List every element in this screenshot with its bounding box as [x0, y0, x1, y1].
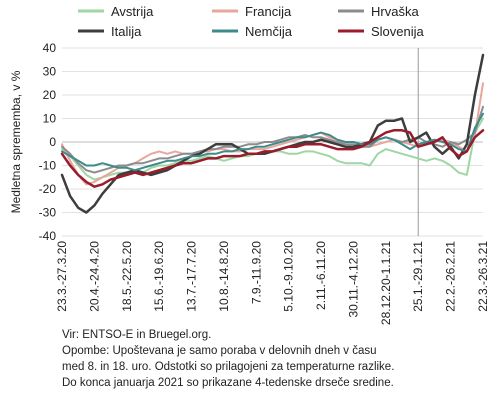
- series-line-1: [61, 82, 484, 186]
- legend-label: Italija: [111, 24, 142, 39]
- x-tick-label: 30.11.-4.12.20: [346, 241, 360, 318]
- y-axis-ticks: 40 30 20 10 0 -10 -20 -30 -40: [39, 41, 57, 243]
- x-tick-label: 20.4.-24.4.20: [87, 241, 101, 312]
- y-tick-label: -20: [39, 182, 57, 196]
- x-tick-label: 5.10.-9.10.20: [282, 241, 296, 312]
- notes-line-3: Do konca januarja 2021 so prikazane 4-te…: [62, 377, 394, 389]
- x-axis-ticks: 23.3.-27.3.20 20.4.-24.4.20 18.5.-22.5.20 1…: [55, 241, 490, 325]
- legend-item: Slovenija: [338, 24, 425, 39]
- legend-label: Nemčija: [245, 24, 293, 39]
- x-tick-label: 22.3.-26.3.21: [476, 241, 490, 312]
- x-tick-label: 2.11.-6.11.20: [314, 241, 328, 310]
- legend-label: Francija: [245, 4, 292, 19]
- y-tick-label: 30: [43, 65, 57, 79]
- x-tick-label: 25.1.-29.1.21: [411, 241, 425, 312]
- legend-item: Nemčija: [212, 24, 293, 39]
- y-tick-label: 20: [43, 88, 57, 102]
- notes-line-2: med 8. in 18. uro. Odstotki so prilagoje…: [62, 361, 395, 373]
- series-line-4: [61, 112, 484, 172]
- grid: [62, 47, 483, 237]
- x-tick-label: 22.2.-26.2.21: [444, 241, 458, 312]
- legend-label: Avstrija: [111, 4, 154, 19]
- x-tick-label: 23.3.-27.3.20: [55, 241, 69, 312]
- x-tick-label: 15.6.-19.6.20: [152, 241, 166, 312]
- series-line-5: [60, 129, 485, 188]
- chart: Avstrija Francija Hrvaška Italija Nemčija Slo…: [9, 4, 490, 325]
- legend-item: Avstrija: [78, 4, 154, 19]
- y-tick-label: 10: [43, 112, 57, 126]
- legend: Avstrija Francija Hrvaška Italija Nemčija Slo…: [78, 4, 425, 39]
- series-line-2: [61, 105, 484, 174]
- y-tick-label: -30: [39, 206, 57, 220]
- legend-label: Hrvaška: [371, 4, 419, 19]
- series-lines: [60, 53, 485, 214]
- legend-item: Francija: [212, 4, 292, 19]
- x-tick-label: 13.7.-17.7.20: [185, 241, 199, 312]
- legend-item: Hrvaška: [338, 4, 419, 19]
- y-axis-title: Medletna sprememba, v %: [9, 70, 23, 213]
- notes-line-1: Opombe: Upoštevana je samo poraba v delo…: [62, 345, 377, 357]
- x-tick-label: 7.9.-11.9.20: [249, 241, 263, 304]
- legend-label: Slovenija: [371, 24, 425, 39]
- notes: Vir: ENTSO-E in Bruegel.org. Opombe: Upo…: [62, 327, 487, 391]
- x-tick-label: 28.12.20-1.1.21: [379, 241, 393, 325]
- legend-item: Italija: [78, 24, 142, 39]
- series-line-0: [61, 117, 484, 181]
- x-tick-label: 18.5.-22.5.20: [120, 241, 134, 312]
- y-tick-label: -40: [39, 229, 57, 243]
- source-note: Vir: ENTSO-E in Bruegel.org.: [62, 329, 212, 341]
- y-tick-label: -10: [39, 159, 57, 173]
- x-tick-label: 10.8.-14.8.20: [217, 241, 231, 312]
- y-tick-label: 0: [49, 135, 56, 149]
- y-tick-label: 40: [43, 41, 57, 55]
